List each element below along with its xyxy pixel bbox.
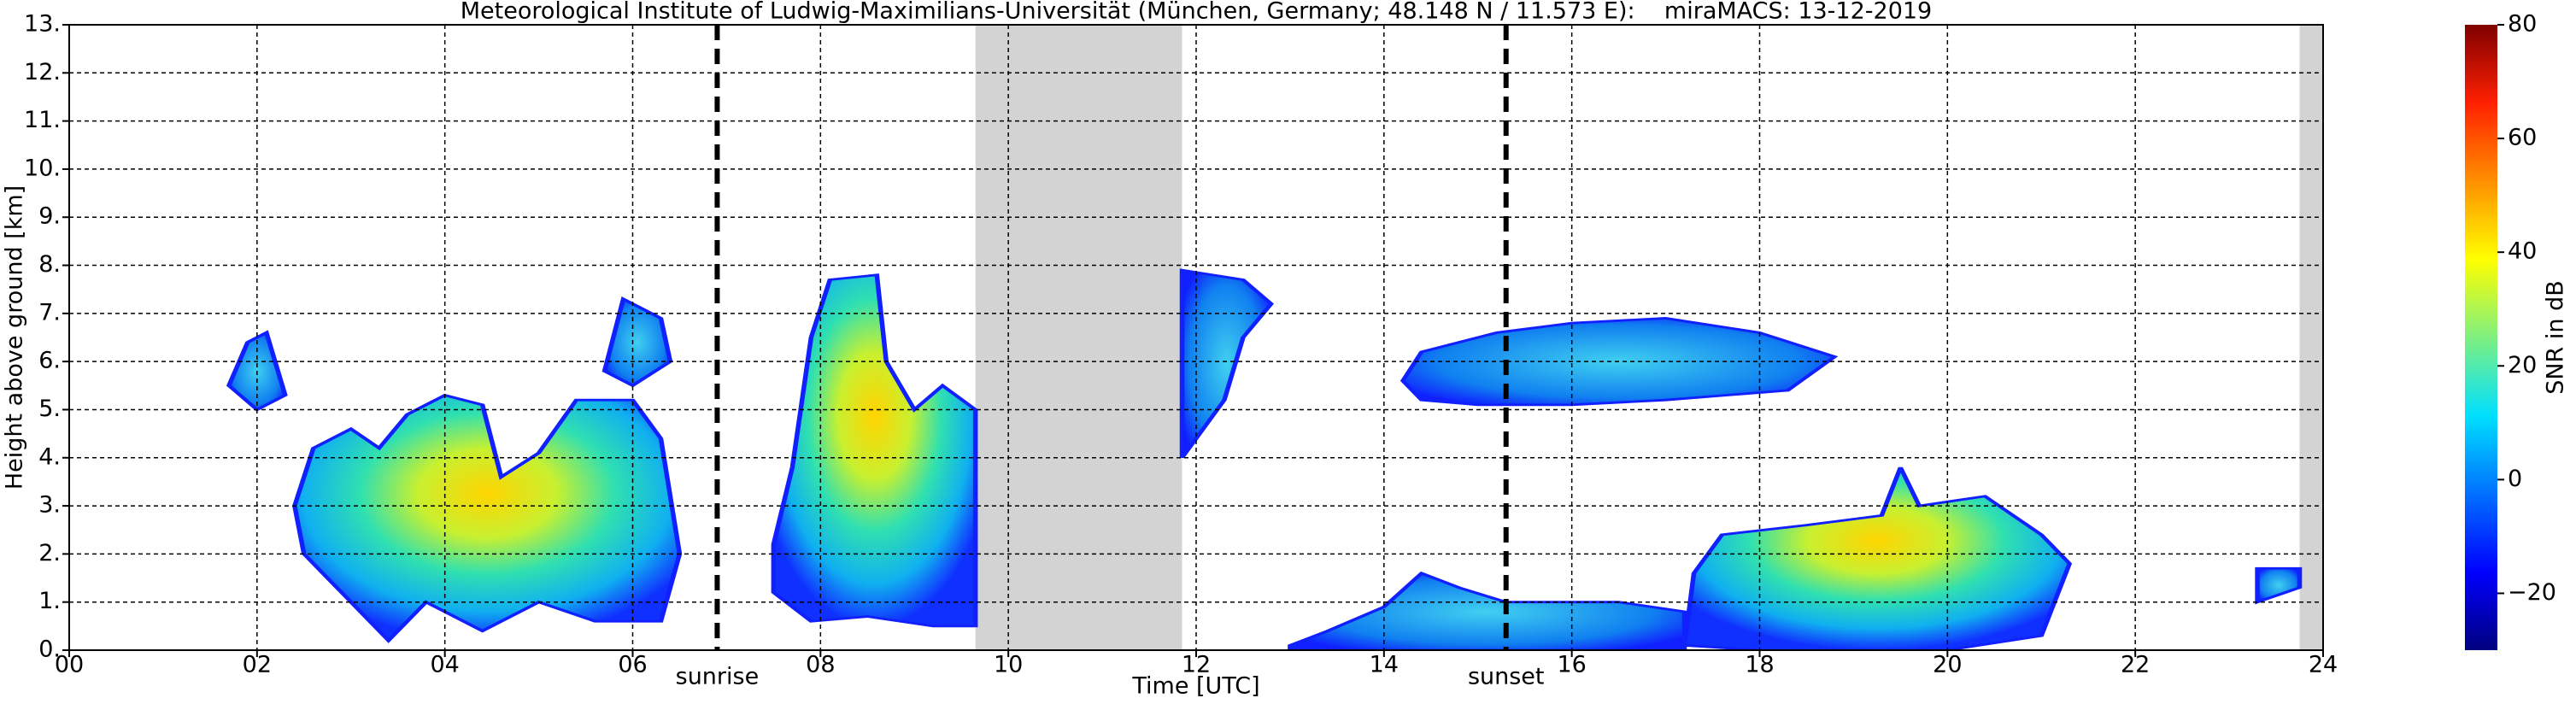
x-tick-label: 16	[1557, 652, 1586, 678]
y-tick-label: 5.	[38, 396, 61, 422]
colorbar-tick-label: 60	[2508, 125, 2537, 151]
colorbar-tick-label: 20	[2508, 352, 2537, 378]
x-tick-label: 02	[243, 652, 272, 678]
chart-title: Meteorological Institute of Ludwig-Maxim…	[461, 0, 1933, 25]
x-tick-label: 20	[1933, 652, 1962, 678]
echo-image	[226, 268, 2303, 650]
x-tick-label: 10	[994, 652, 1023, 678]
cloud-echo	[1681, 466, 2073, 650]
colorbar-tick-label: 0	[2508, 466, 2522, 492]
y-tick-label: 4.	[38, 443, 61, 470]
x-tick-label: 06	[618, 652, 647, 678]
x-tick-label: 24	[2309, 652, 2338, 678]
no-data-layer	[975, 25, 2323, 650]
cloud-echo	[601, 296, 673, 388]
plot-frame	[68, 24, 2324, 651]
y-tick-label: 2.	[38, 540, 61, 566]
x-tick-label: 18	[1745, 652, 1774, 678]
cloud-echo	[1179, 268, 1275, 459]
y-tick-label: 7.	[38, 299, 61, 326]
colorbar	[2465, 25, 2497, 650]
x-tick-label: 04	[430, 652, 459, 678]
x-tick-label: 14	[1370, 652, 1399, 678]
colorbar-tick-label: −20	[2508, 579, 2556, 606]
x-tick-label: 22	[2121, 652, 2150, 678]
y-tick-label: 12.	[24, 59, 61, 85]
y-tick-label: 9.	[38, 203, 61, 230]
y-tick-label: 8.	[38, 251, 61, 278]
colorbar-label: SNR in dB	[2543, 280, 2569, 395]
y-tick-label: 1.	[38, 588, 61, 614]
x-tick-label: 12	[1182, 652, 1211, 678]
y-tick-label: 13.	[24, 11, 61, 38]
cloud-echo	[292, 393, 683, 643]
y-tick-label: 11.	[24, 107, 61, 133]
x-tick-label: 00	[55, 652, 84, 678]
x-tick-label: 08	[806, 652, 835, 678]
annotation-label: sunset	[1468, 664, 1545, 690]
y-tick-label: 0.	[38, 637, 61, 663]
x-axis-label: Time [UTC]	[1131, 673, 1259, 700]
annotation-label: sunrise	[676, 664, 760, 690]
no-data-region	[975, 25, 1182, 650]
cloud-echo	[1288, 571, 1687, 650]
y-tick-label: 6.	[38, 348, 61, 374]
colorbar-tick-label: 40	[2508, 238, 2537, 265]
cloud-echo	[2255, 566, 2303, 605]
colorbar-tick-label: 80	[2508, 11, 2537, 38]
no-data-region	[2299, 25, 2323, 650]
y-tick-label: 3.	[38, 492, 61, 519]
cloud-echo	[771, 273, 978, 628]
y-tick-label: 10.	[24, 155, 61, 181]
y-axis-label: Height above ground [km]	[2, 185, 28, 490]
